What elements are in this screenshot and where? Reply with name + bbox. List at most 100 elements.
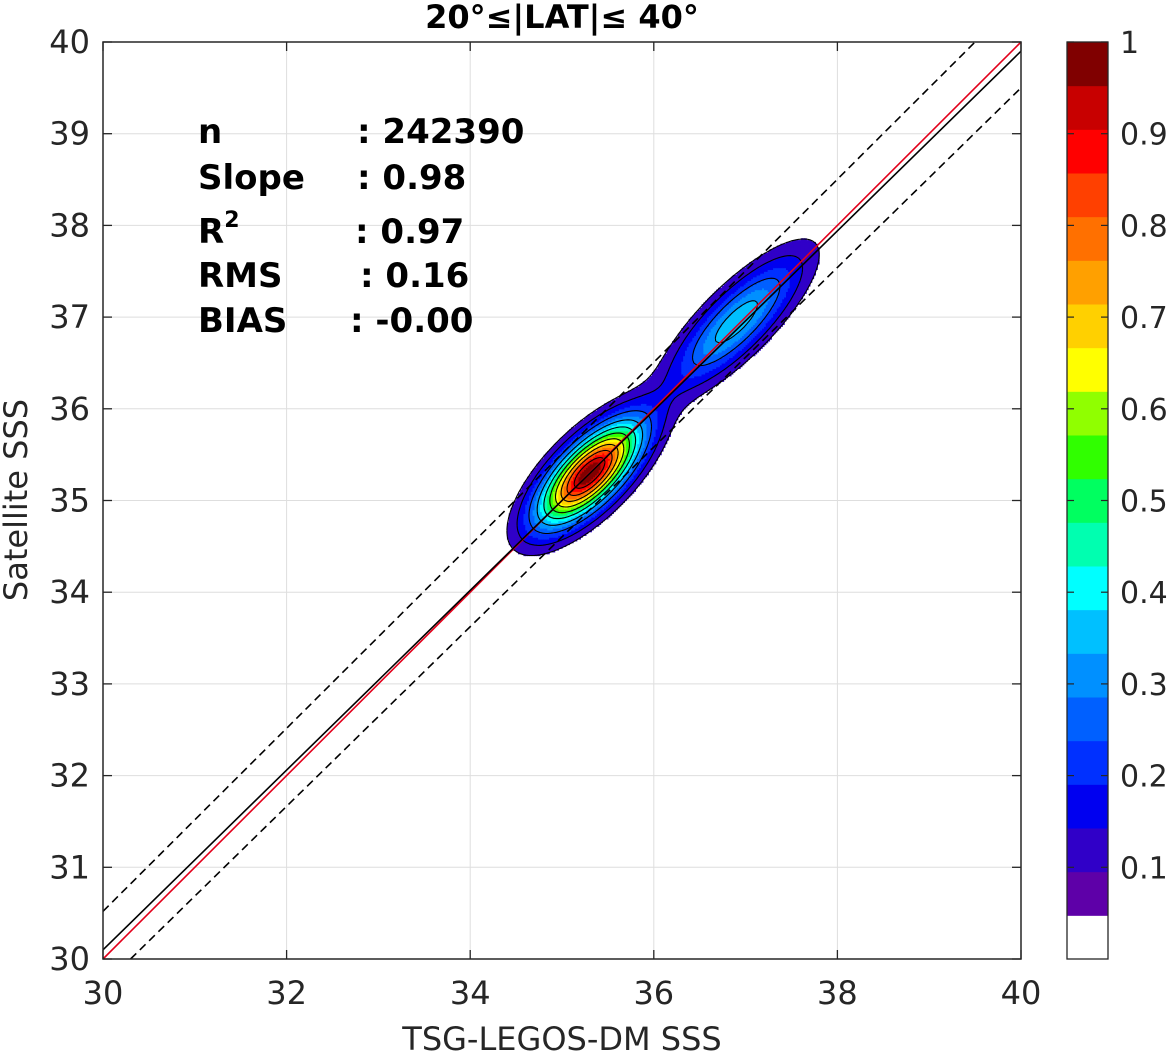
density-cell — [639, 425, 642, 428]
density-cell — [637, 458, 640, 461]
density-cell — [560, 450, 563, 454]
density-cell — [659, 412, 662, 415]
density-cell — [633, 461, 637, 465]
density-cell — [631, 401, 635, 404]
density-cell — [582, 531, 585, 535]
density-cell — [591, 419, 594, 423]
density-cell — [506, 524, 510, 527]
density-cell — [558, 471, 561, 474]
density-cell — [517, 493, 521, 496]
density-cell — [563, 542, 567, 546]
density-cell — [657, 419, 660, 423]
density-cell — [600, 417, 603, 421]
density-cell — [624, 427, 627, 430]
density-cell — [527, 540, 530, 544]
density-cell — [560, 509, 563, 513]
density-cell — [617, 430, 620, 434]
density-cell — [668, 373, 671, 377]
density-cell — [589, 421, 592, 425]
density-cell — [584, 465, 587, 469]
density-cell — [659, 410, 662, 414]
density-cell — [642, 425, 646, 428]
density-cell — [617, 434, 620, 437]
density-cell — [565, 471, 569, 474]
density-cell — [591, 461, 594, 465]
density-cell — [556, 443, 559, 447]
density-cell — [578, 498, 581, 502]
density-cell — [563, 494, 567, 498]
density-cell — [547, 509, 550, 513]
density-cell — [523, 506, 526, 509]
density-cell — [556, 496, 559, 500]
density-cell — [547, 472, 550, 476]
density-cell — [534, 467, 537, 470]
density-cell — [655, 419, 659, 423]
density-cell — [606, 463, 609, 467]
density-cell — [661, 359, 664, 362]
density-cell — [584, 443, 587, 447]
density-cell — [587, 471, 591, 474]
density-cell — [541, 458, 545, 461]
density-cell — [648, 379, 651, 382]
density-cell — [543, 482, 547, 485]
density-cell — [666, 362, 670, 366]
density-cell — [538, 498, 541, 502]
density-cell — [664, 401, 668, 404]
density-cell — [541, 463, 545, 467]
density-cell — [644, 386, 648, 390]
density-cell — [521, 550, 525, 553]
density-cell — [675, 359, 679, 362]
density-cell — [622, 397, 626, 401]
density-cell — [517, 506, 521, 509]
density-cell — [523, 491, 526, 494]
density-cell — [589, 478, 592, 481]
density-cell — [573, 531, 576, 535]
density-cell — [661, 410, 664, 414]
density-cell — [538, 465, 541, 469]
density-cell — [563, 454, 567, 458]
density-cell — [558, 500, 561, 503]
density-cell — [651, 425, 655, 428]
density-cell — [587, 469, 591, 472]
density-cell — [672, 405, 675, 408]
density-cell — [609, 507, 613, 511]
density-cell — [664, 368, 668, 371]
density-cell — [655, 432, 659, 436]
density-cell — [609, 434, 613, 437]
density-cell — [661, 372, 664, 375]
density-cell — [578, 471, 581, 474]
density-cell — [591, 428, 594, 432]
density-cell — [604, 439, 607, 443]
density-cell — [651, 423, 655, 426]
density-cell — [602, 438, 605, 441]
density-cell — [602, 513, 605, 516]
density-cell — [587, 467, 591, 470]
density-cell — [653, 439, 657, 443]
density-cell — [633, 395, 637, 399]
density-cell — [541, 511, 545, 514]
density-cell — [653, 432, 657, 436]
density-cell — [571, 522, 574, 525]
density-cell — [558, 496, 561, 500]
density-cell — [611, 471, 615, 474]
density-cell — [545, 472, 548, 476]
density-cell — [514, 520, 517, 524]
density-cell — [664, 419, 668, 423]
density-cell — [635, 397, 638, 401]
density-cell — [672, 395, 675, 399]
density-cell — [650, 395, 653, 399]
density-cell — [554, 502, 558, 505]
density-cell — [582, 472, 585, 476]
density-cell — [549, 537, 552, 540]
density-cell — [527, 478, 530, 481]
density-cell — [653, 410, 657, 414]
density-cell — [528, 526, 532, 529]
density-cell — [611, 430, 615, 434]
density-cell — [631, 408, 635, 412]
density-cell — [613, 425, 616, 428]
density-cell — [521, 548, 525, 551]
density-cell — [651, 399, 655, 403]
density-cell — [552, 496, 556, 500]
density-cell — [569, 540, 572, 544]
density-cell — [560, 542, 563, 546]
